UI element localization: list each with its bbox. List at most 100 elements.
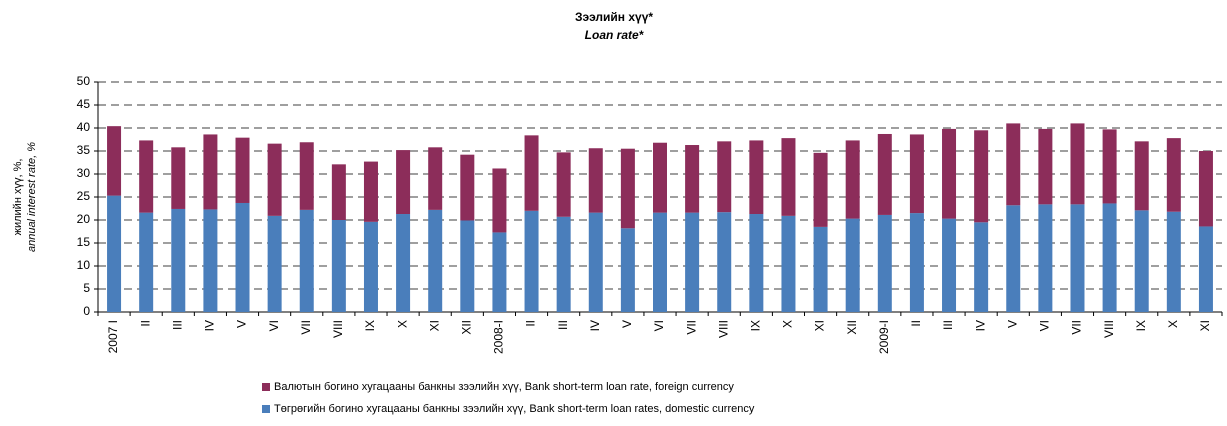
bar-segment — [588, 148, 603, 213]
x-tick-label: III — [941, 320, 955, 330]
bar-segment — [299, 142, 314, 210]
bar-segment — [749, 140, 764, 215]
bar-segment — [685, 145, 700, 213]
bar-segment — [620, 228, 635, 312]
bar-segment — [235, 137, 250, 203]
bar-segment — [909, 213, 924, 312]
bar-segment — [299, 209, 314, 312]
bar-segment — [942, 128, 957, 219]
bar-segment — [1166, 211, 1181, 312]
x-tick-label: VII — [1070, 320, 1084, 335]
bar-segment — [267, 143, 282, 216]
bar-segment — [781, 215, 796, 312]
x-tick-label: X — [781, 320, 795, 328]
y-tick-label: 35 — [77, 143, 91, 157]
x-tick-label: V — [1005, 320, 1019, 328]
x-tick-label: VIII — [1102, 320, 1116, 338]
bar-segment — [524, 210, 539, 312]
x-tick-label: XI — [1198, 320, 1212, 331]
x-tick-label: VI — [1038, 320, 1052, 331]
x-tick-label: V — [235, 320, 249, 328]
bar-segment — [492, 232, 507, 312]
bar-segment — [1198, 151, 1213, 227]
bar-segment — [556, 216, 571, 312]
bar-segment — [363, 161, 378, 222]
bar-segment — [1166, 138, 1181, 212]
bar-segment — [556, 152, 571, 217]
x-tick-label: IV — [588, 320, 602, 331]
bar-segment — [139, 212, 154, 312]
x-tick-label: VI — [652, 320, 666, 331]
bar-segment — [460, 220, 475, 312]
x-tick-label: IV — [203, 320, 217, 331]
x-tick-label: VII — [684, 320, 698, 335]
x-tick-label: X — [395, 320, 409, 328]
bar-segment — [235, 202, 250, 312]
bar-segment — [524, 135, 539, 211]
bar-segment — [139, 140, 154, 213]
x-tick-label: X — [1166, 320, 1180, 328]
legend-label: Валютын богино хугацааны банкны зээлийн … — [274, 381, 734, 393]
bar-segment — [331, 164, 346, 220]
x-tick-label: V — [620, 320, 634, 328]
bar-segment — [877, 133, 892, 215]
y-axis-label: annual interest rate, % — [26, 142, 38, 252]
y-tick-label: 20 — [77, 212, 91, 226]
bar-segment — [428, 209, 443, 312]
y-axis-label: жилийн хүү, %, — [12, 159, 24, 236]
x-tick-label: 2008-I — [492, 320, 506, 354]
bar-segment — [1102, 129, 1117, 204]
bar-segment — [1006, 205, 1021, 312]
y-tick-label: 15 — [77, 235, 91, 249]
x-tick-label: IX — [749, 320, 763, 331]
bar-segment — [363, 221, 378, 312]
bar-segment — [1070, 123, 1085, 205]
x-tick-label: VI — [267, 320, 281, 331]
y-tick-label: 40 — [77, 120, 91, 134]
bar-segment — [331, 220, 346, 312]
bar-segment — [1038, 128, 1053, 205]
x-tick-label: 2009-I — [877, 320, 891, 354]
bar-segment — [877, 214, 892, 312]
bar-segment — [620, 148, 635, 229]
bar-segment — [171, 208, 186, 312]
bar-segment — [460, 154, 475, 221]
x-tick-label: III — [556, 320, 570, 330]
legend-swatch — [262, 405, 270, 413]
chart-subtitle: Loan rate* — [585, 28, 645, 42]
x-tick-label: XII — [459, 320, 473, 335]
x-tick-label: XI — [427, 320, 441, 331]
bar-segment — [428, 147, 443, 210]
bar-segment — [107, 126, 122, 196]
y-tick-label: 30 — [77, 166, 91, 180]
bar-segment — [749, 214, 764, 312]
bar-segment — [974, 222, 989, 312]
x-tick-label: XI — [813, 320, 827, 331]
y-tick-label: 50 — [77, 74, 91, 88]
bar-segment — [653, 142, 667, 213]
y-tick-label: 5 — [83, 281, 90, 295]
x-tick-label: IX — [1134, 320, 1148, 331]
legend-label: Төгрөгийн богино хугацааны банкны зээлий… — [274, 403, 755, 415]
bar-segment — [396, 214, 411, 312]
x-tick-label: XII — [845, 320, 859, 335]
x-tick-label: III — [170, 320, 184, 330]
x-tick-label: VIII — [716, 320, 730, 338]
bar-segment — [267, 215, 282, 312]
bar-segment — [1198, 226, 1213, 312]
y-tick-label: 25 — [77, 189, 91, 203]
bar-segment — [1102, 203, 1117, 312]
bar-segment — [845, 218, 860, 312]
bar-segment — [717, 212, 732, 312]
bar-segment — [813, 152, 828, 227]
bar-segment — [1134, 210, 1149, 312]
legend-swatch — [262, 383, 270, 391]
bar-segment — [845, 140, 860, 219]
x-tick-label: VIII — [331, 320, 345, 338]
x-tick-label: 2007 I — [106, 320, 120, 353]
bar-segment — [492, 168, 507, 233]
bar-segment — [909, 134, 924, 214]
y-tick-label: 45 — [77, 97, 91, 111]
y-tick-label: 10 — [77, 258, 91, 272]
bar-segment — [717, 141, 732, 213]
